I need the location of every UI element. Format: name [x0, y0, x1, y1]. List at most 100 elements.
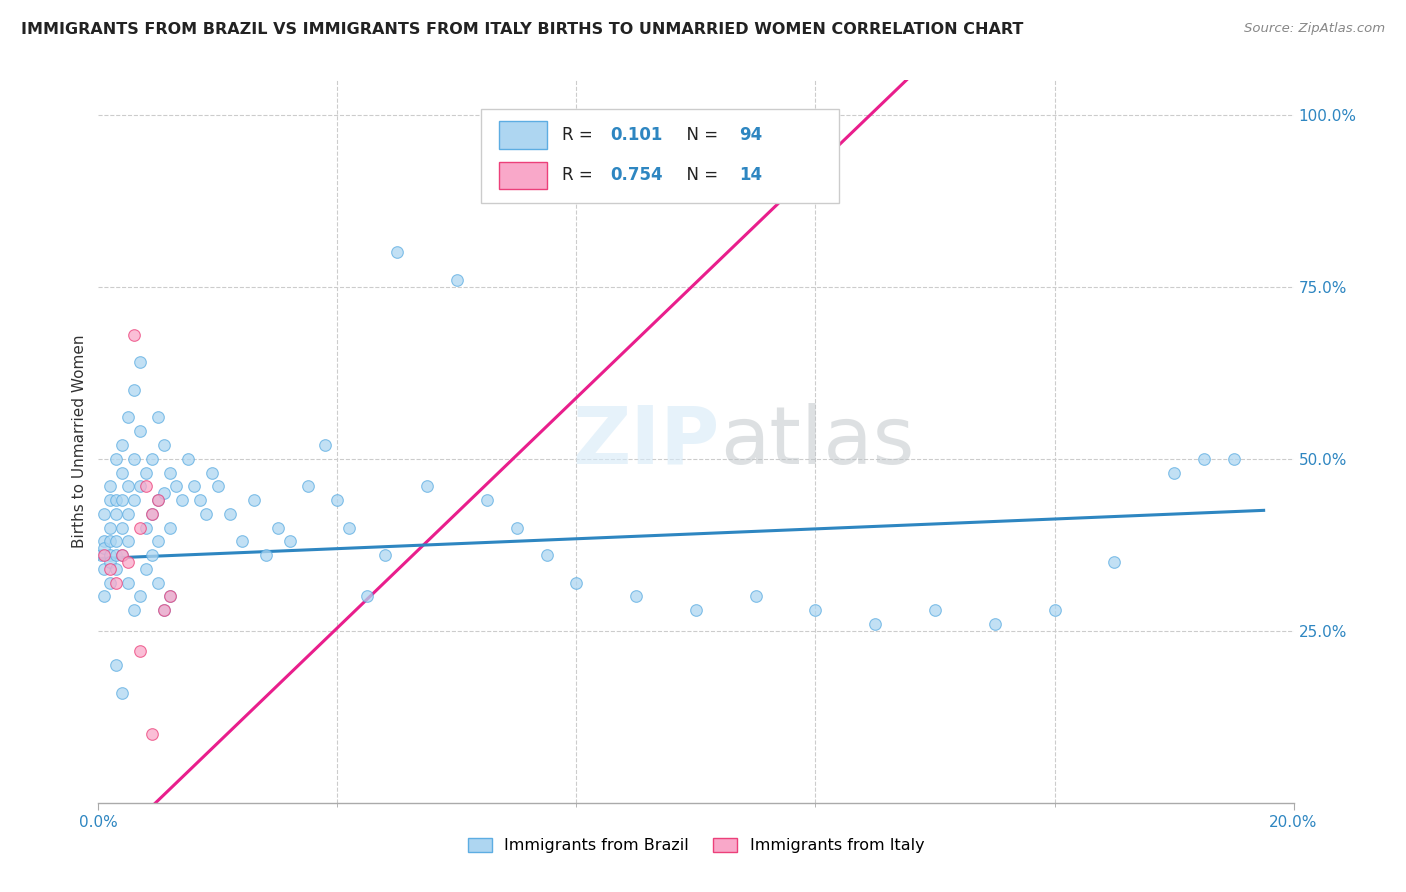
- Point: [117, 575, 139, 590]
- Point: [124, 327, 146, 342]
- Point: [159, 520, 181, 534]
- Point: [93, 548, 115, 562]
- Point: [297, 479, 319, 493]
- Point: [111, 438, 134, 452]
- Point: [117, 410, 139, 425]
- Point: [111, 686, 134, 700]
- Point: [1223, 451, 1246, 466]
- Point: [267, 520, 290, 534]
- Point: [135, 562, 157, 576]
- Point: [446, 273, 468, 287]
- Point: [111, 466, 134, 480]
- Point: [231, 534, 253, 549]
- Point: [159, 590, 181, 604]
- Point: [148, 493, 170, 508]
- Point: [98, 548, 122, 562]
- Point: [195, 507, 218, 521]
- Point: [93, 534, 115, 549]
- Point: [98, 493, 122, 508]
- Point: [93, 590, 115, 604]
- Point: [141, 548, 163, 562]
- Point: [105, 451, 128, 466]
- Point: [111, 493, 134, 508]
- Point: [98, 555, 122, 569]
- Point: [129, 520, 152, 534]
- Point: [111, 548, 134, 562]
- Point: [153, 603, 176, 617]
- Point: [129, 590, 152, 604]
- Point: [135, 520, 157, 534]
- Point: [153, 603, 176, 617]
- Text: atlas: atlas: [720, 402, 914, 481]
- Point: [315, 438, 337, 452]
- Point: [1043, 603, 1066, 617]
- Text: 94: 94: [740, 126, 762, 144]
- Point: [129, 479, 152, 493]
- Point: [135, 466, 157, 480]
- Point: [98, 562, 122, 576]
- Point: [117, 555, 139, 569]
- Point: [105, 658, 128, 673]
- Point: [172, 493, 194, 508]
- Y-axis label: Births to Unmarried Women: Births to Unmarried Women: [72, 334, 87, 549]
- Point: [1192, 451, 1215, 466]
- Point: [148, 534, 170, 549]
- Point: [111, 520, 134, 534]
- Point: [93, 562, 115, 576]
- Point: [219, 507, 242, 521]
- Text: 0.754: 0.754: [610, 166, 662, 185]
- Text: ZIP: ZIP: [572, 402, 720, 481]
- Text: Source: ZipAtlas.com: Source: ZipAtlas.com: [1244, 22, 1385, 36]
- Text: 14: 14: [740, 166, 762, 185]
- Point: [865, 616, 887, 631]
- Text: R =: R =: [562, 166, 598, 185]
- Point: [243, 493, 266, 508]
- Point: [1163, 466, 1185, 480]
- FancyBboxPatch shape: [499, 161, 547, 189]
- Point: [105, 575, 128, 590]
- Point: [339, 520, 361, 534]
- Point: [105, 562, 128, 576]
- Point: [924, 603, 946, 617]
- Point: [685, 603, 707, 617]
- Point: [177, 451, 200, 466]
- Point: [98, 479, 122, 493]
- Point: [183, 479, 205, 493]
- Point: [93, 541, 115, 556]
- Point: [98, 534, 122, 549]
- Point: [141, 451, 163, 466]
- Point: [135, 479, 157, 493]
- Point: [105, 507, 128, 521]
- Point: [804, 603, 827, 617]
- Legend: Immigrants from Brazil, Immigrants from Italy: Immigrants from Brazil, Immigrants from …: [461, 831, 931, 860]
- Point: [124, 493, 146, 508]
- Text: N =: N =: [676, 126, 723, 144]
- Point: [385, 245, 409, 260]
- Point: [141, 507, 163, 521]
- Point: [105, 493, 128, 508]
- Point: [326, 493, 349, 508]
- Point: [201, 466, 224, 480]
- Point: [124, 383, 146, 397]
- Point: [93, 507, 115, 521]
- Point: [159, 590, 181, 604]
- Point: [141, 507, 163, 521]
- Point: [111, 548, 134, 562]
- Point: [207, 479, 229, 493]
- Point: [148, 410, 170, 425]
- Point: [124, 603, 146, 617]
- Point: [536, 548, 558, 562]
- Point: [129, 424, 152, 438]
- Point: [148, 575, 170, 590]
- FancyBboxPatch shape: [481, 109, 839, 203]
- Point: [565, 575, 588, 590]
- Text: IMMIGRANTS FROM BRAZIL VS IMMIGRANTS FROM ITALY BIRTHS TO UNMARRIED WOMEN CORREL: IMMIGRANTS FROM BRAZIL VS IMMIGRANTS FRO…: [21, 22, 1024, 37]
- Point: [165, 479, 187, 493]
- Text: N =: N =: [676, 166, 723, 185]
- Point: [117, 479, 139, 493]
- Point: [159, 466, 181, 480]
- Text: R =: R =: [562, 126, 598, 144]
- Point: [475, 493, 498, 508]
- Point: [129, 355, 152, 369]
- Point: [98, 520, 122, 534]
